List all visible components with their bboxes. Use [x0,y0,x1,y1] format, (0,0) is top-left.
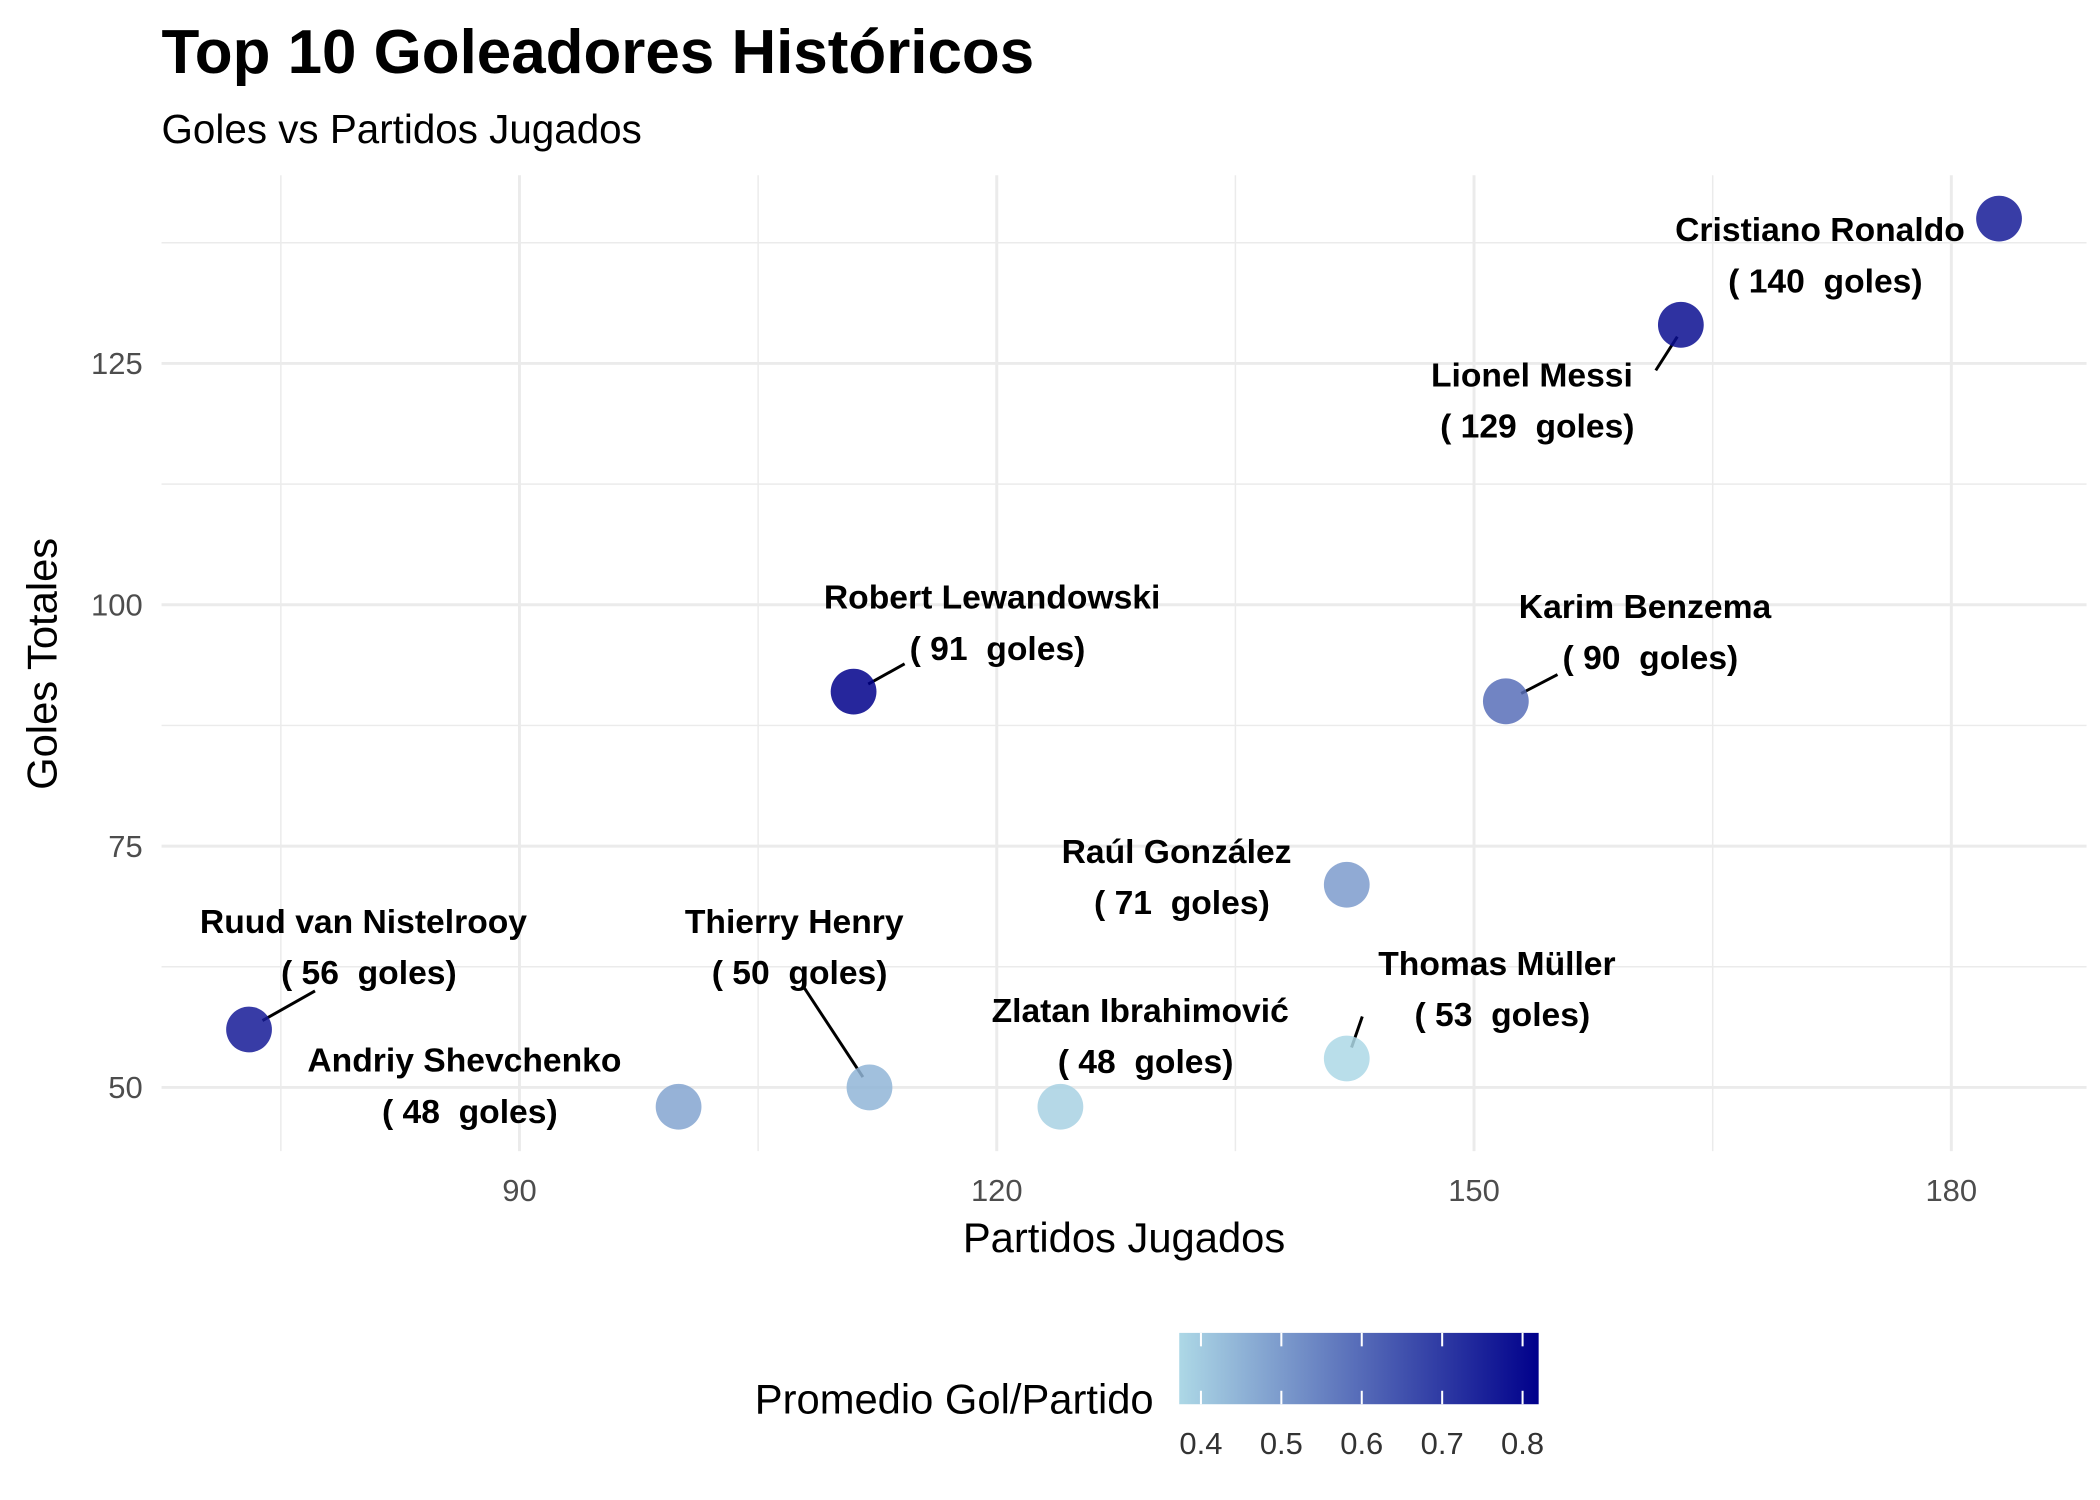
point-label-name: Andriy Shevchenko [307,1043,621,1080]
leader-line [802,986,865,1078]
data-point [1657,301,1704,348]
point-label-goals: ( 91 goles) [910,631,1086,668]
x-tick-label: 120 [971,1173,1023,1208]
point-label-name: Karim Benzema [1519,589,1772,626]
chart-subtitle: Goles vs Partidos Jugados [162,106,642,152]
leader-lines [261,335,1679,1078]
y-axis-title: Goles Totales [19,538,66,790]
point-label-goals: ( 48 goles) [1058,1044,1234,1081]
point-label-name: Zlatan Ibrahimović [992,993,1289,1030]
data-point [226,1006,272,1053]
point-label-goals: ( 140 goles) [1728,263,1922,300]
point-label-name: Lionel Messi [1431,358,1633,395]
point-label-goals: ( 90 goles) [1563,640,1739,677]
legend-tick-label: 0.5 [1260,1426,1303,1461]
point-label-name: Thierry Henry [685,904,904,941]
y-tick-label: 75 [108,829,142,864]
legend-tick-label: 0.8 [1501,1426,1544,1461]
point-label-name: Robert Lewandowski [824,580,1160,617]
data-point [830,668,877,715]
data-point [1037,1083,1084,1130]
x-tick-label: 90 [502,1173,536,1208]
legend-tick-label: 0.7 [1421,1426,1464,1461]
point-label-goals: ( 56 goles) [281,955,457,992]
leader-line [867,662,906,686]
data-points [226,195,2022,1130]
point-label-name: Ruud van Nistelrooy [200,904,527,941]
point-label-goals: ( 129 goles) [1440,409,1634,446]
y-tick-label: 50 [108,1070,142,1105]
y-tick-labels: 50 75 100 125 [91,346,143,1105]
point-label-goals: ( 71 goles) [1094,885,1270,922]
legend-tick-label: 0.4 [1179,1426,1222,1461]
point-labels: Cristiano Ronaldo ( 140 goles) Lionel Mess… [200,212,1965,1131]
data-point [655,1083,702,1130]
y-tick-label: 100 [91,588,143,623]
leader-line [1520,673,1559,695]
point-label-name: Cristiano Ronaldo [1675,212,1965,249]
grid [161,175,2087,1152]
x-tick-label: 180 [1925,1173,1977,1208]
x-tick-label: 150 [1448,1173,1500,1208]
legend-title: Promedio Gol/Partido [755,1376,1154,1423]
point-label-name: Raúl González [1062,834,1292,871]
point-label-name: Thomas Müller [1378,946,1615,983]
legend-tick-label: 0.6 [1340,1426,1383,1461]
data-point [1323,1035,1370,1082]
point-label-goals: ( 53 goles) [1414,997,1590,1034]
x-tick-labels: 90 120 150 180 [502,1173,1977,1208]
chart-title: Top 10 Goleadores Históricos [162,18,1035,87]
data-point [846,1064,893,1111]
color-legend: Promedio Gol/Partido 0.4 0.5 0.6 0.7 0.8 [755,1332,1544,1461]
data-point [1323,861,1370,908]
legend-gradient-bar [1179,1332,1539,1405]
point-label-goals: ( 50 goles) [712,955,888,992]
data-point [1482,678,1529,725]
point-label-goals: ( 48 goles) [382,1094,558,1131]
y-tick-label: 125 [91,346,143,381]
leader-line [261,989,316,1022]
data-point [1976,195,2022,242]
x-axis-title: Partidos Jugados [963,1214,1285,1261]
